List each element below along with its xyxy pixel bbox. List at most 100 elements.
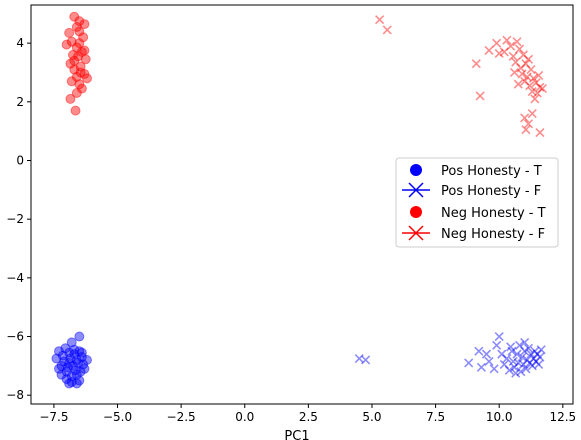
data-point — [474, 346, 484, 356]
data-point — [69, 344, 80, 355]
data-point — [64, 378, 75, 389]
data-point — [76, 46, 87, 57]
data-point — [71, 42, 82, 53]
data-point — [520, 346, 530, 356]
data-point — [65, 93, 76, 104]
data-point — [523, 54, 534, 64]
data-point — [489, 364, 499, 374]
data-point — [57, 350, 68, 361]
legend-label-pos-t: Pos Honesty - T — [441, 164, 542, 179]
data-point — [69, 64, 80, 75]
data-point — [507, 346, 517, 356]
data-point — [517, 352, 527, 362]
data-point — [53, 346, 64, 357]
data-point — [56, 369, 67, 380]
data-point — [80, 54, 91, 65]
data-point — [514, 44, 525, 54]
series-0 — [51, 331, 92, 389]
y-tick-label: −8 — [6, 388, 24, 402]
data-point — [512, 349, 522, 359]
data-point — [492, 340, 502, 350]
data-point — [475, 91, 485, 101]
data-point — [492, 38, 502, 48]
data-point — [65, 58, 76, 69]
data-point — [504, 365, 514, 375]
data-point — [66, 76, 77, 87]
data-point — [530, 94, 540, 104]
data-point — [75, 366, 86, 377]
data-point — [526, 349, 536, 359]
data-point — [532, 88, 542, 98]
data-point — [499, 47, 509, 57]
data-point — [494, 48, 504, 58]
points-layer — [51, 11, 548, 389]
y-tick-label: −4 — [6, 271, 24, 285]
data-point — [521, 125, 531, 135]
x-tick-label: 10.0 — [486, 410, 513, 424]
data-point — [513, 358, 523, 368]
legend-item-pos-t: Pos Honesty - T — [410, 164, 542, 179]
legend-item-neg-f: Neg Honesty - F — [402, 225, 545, 242]
data-point — [354, 353, 364, 364]
data-point — [535, 352, 545, 362]
data-point — [528, 73, 539, 83]
data-point — [536, 345, 546, 355]
data-point — [511, 368, 521, 378]
data-point — [502, 35, 512, 45]
legend-label-pos-f: Pos Honesty - F — [441, 184, 541, 199]
series-2 — [61, 11, 92, 116]
data-point — [75, 67, 86, 78]
data-point — [361, 355, 371, 365]
legend-marker-pos-t — [410, 164, 422, 176]
data-point — [74, 26, 85, 37]
series-1 — [354, 331, 546, 378]
data-point — [497, 349, 507, 359]
data-point — [74, 38, 85, 49]
data-point — [76, 352, 87, 363]
data-point — [66, 36, 77, 47]
x-tick-label: −7.5 — [39, 410, 68, 424]
data-point — [71, 88, 82, 99]
legend-item-neg-t: Neg Honesty - T — [410, 206, 546, 221]
data-point — [71, 22, 82, 33]
data-point — [523, 343, 534, 353]
data-point — [527, 86, 537, 97]
data-point — [521, 59, 531, 69]
data-point — [65, 353, 76, 364]
data-point — [74, 346, 85, 357]
data-point — [513, 79, 523, 89]
data-point — [528, 353, 539, 364]
legend-marker-neg-f — [408, 225, 424, 241]
data-point — [70, 105, 81, 116]
y-tick-label: −6 — [6, 330, 24, 344]
data-point — [518, 359, 528, 369]
data-point — [535, 128, 545, 138]
data-point — [79, 45, 90, 56]
data-point — [531, 356, 541, 367]
data-point — [74, 16, 85, 27]
data-point — [74, 375, 85, 386]
data-point — [61, 39, 72, 50]
data-point — [481, 349, 492, 359]
data-point — [67, 360, 78, 371]
data-point — [537, 84, 548, 94]
data-point — [530, 346, 540, 356]
data-point — [69, 55, 80, 66]
data-point — [532, 349, 542, 359]
data-point — [471, 59, 481, 69]
legend-marker-neg-t — [410, 206, 422, 218]
y-tick-label: 4 — [16, 36, 24, 50]
data-point — [62, 362, 73, 373]
data-point — [509, 67, 520, 78]
data-point — [512, 37, 522, 47]
data-point — [508, 51, 518, 61]
data-point — [67, 49, 78, 60]
data-point — [51, 353, 62, 364]
legend-box — [395, 157, 559, 248]
data-point — [71, 378, 82, 389]
data-point — [78, 359, 89, 370]
data-point — [514, 340, 525, 350]
legend: Pos Honesty - T Pos Honesty - F Neg Hone… — [395, 157, 559, 248]
data-point — [76, 83, 87, 94]
data-point — [531, 78, 541, 88]
